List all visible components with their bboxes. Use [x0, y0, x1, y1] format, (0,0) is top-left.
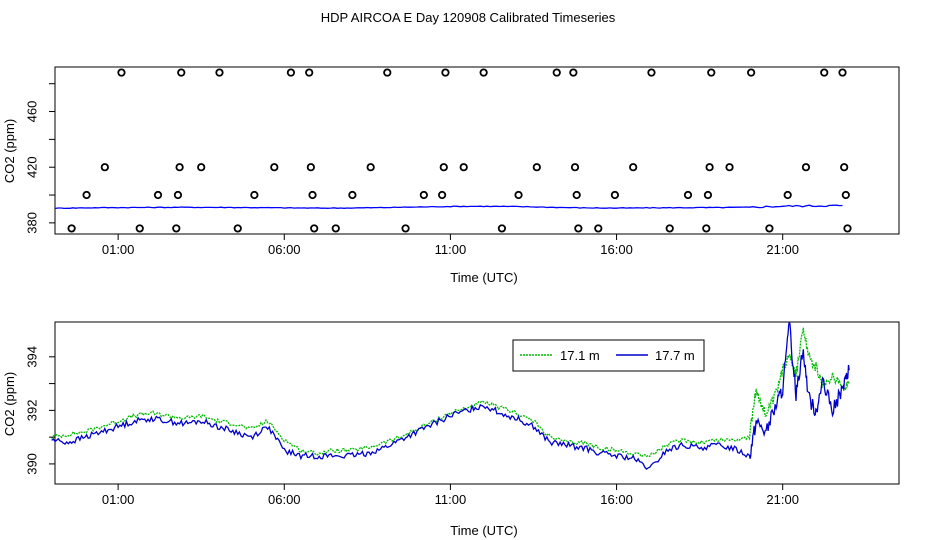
calibration-point: [233, 224, 242, 233]
calibration-point: [401, 224, 410, 233]
calibration-point: [366, 163, 375, 172]
calibration-point: [250, 190, 259, 200]
calibration-point: [703, 190, 713, 200]
top-x-axis-label: Time (UTC): [450, 270, 517, 285]
calibration-point: [348, 190, 357, 200]
bottom-x-axis: 01:00 06:00 11:00 16:00 21:00: [102, 484, 799, 507]
calibration-point: [286, 68, 296, 77]
calibration-point: [305, 68, 314, 77]
calibration-point: [497, 224, 507, 233]
calibration-point: [647, 68, 656, 77]
x-tick-label: 21:00: [766, 242, 799, 257]
y-tick-label: 380: [24, 212, 39, 234]
x-tick-label: 01:00: [102, 242, 135, 257]
calibration-point: [725, 163, 734, 172]
top-y-axis: 380 420 460: [24, 83, 55, 234]
y-tick-label: 460: [24, 101, 39, 123]
calibration-point: [783, 190, 792, 200]
x-tick-label: 06:00: [268, 492, 301, 507]
bottom-plot-frame: [54, 321, 900, 485]
calibration-point: [175, 163, 184, 172]
top-plot-frame: [54, 66, 900, 235]
y-tick-label: 392: [24, 400, 39, 422]
top-plot-marks: [54, 68, 852, 233]
co2-series-line-17-7m: [51, 321, 850, 470]
calibration-point: [594, 224, 603, 233]
x-tick-label: 11:00: [435, 242, 467, 257]
calibration-point: [173, 190, 183, 200]
calibration-point: [270, 163, 279, 172]
calibration-point: [172, 224, 181, 233]
calibration-point: [801, 163, 811, 172]
bottom-y-axis-label: CO2 (ppm): [2, 372, 17, 436]
calibration-point: [153, 190, 163, 200]
legend-label-17-7m: 17.7 m: [655, 348, 695, 363]
calibration-point: [574, 224, 583, 233]
calibration-point: [197, 163, 206, 172]
calibration-point: [479, 68, 488, 77]
calibration-point: [552, 68, 561, 77]
co2-series-line: [54, 204, 843, 210]
calibration-point: [215, 68, 224, 77]
calibration-point: [570, 163, 580, 172]
x-tick-label: 16:00: [600, 492, 633, 507]
calibration-point: [705, 163, 714, 172]
legend-label-17-1m: 17.1 m: [560, 348, 600, 363]
x-tick-label: 06:00: [268, 242, 301, 257]
calibration-point: [747, 68, 756, 77]
calibration-point: [702, 224, 711, 233]
calibration-point: [629, 163, 638, 172]
calibration-point: [177, 68, 186, 77]
top-panel: 01:00 06:00 11:00 16:00 21:00 380 420 460 Time…: [2, 66, 900, 285]
calibration-point: [569, 68, 578, 77]
bottom-y-axis: 390 392 394: [24, 346, 55, 475]
calibration-point: [438, 190, 447, 200]
x-tick-label: 11:00: [435, 492, 467, 507]
calibration-point: [838, 68, 847, 77]
calibration-point: [82, 190, 91, 200]
calibration-point: [840, 163, 849, 172]
calibration-point: [683, 190, 693, 200]
calibration-point: [135, 224, 144, 233]
calibration-point: [310, 224, 319, 233]
figure-title: HDP AIRCOA E Day 120908 Calibrated Times…: [321, 10, 616, 25]
calibration-point: [100, 163, 109, 172]
top-y-axis-label: CO2 (ppm): [2, 119, 17, 183]
x-tick-label: 01:00: [102, 492, 135, 507]
calibration-point: [117, 68, 126, 77]
x-tick-label: 21:00: [766, 492, 799, 507]
calibration-point: [841, 190, 850, 200]
y-tick-label: 394: [24, 346, 39, 368]
co2-series-line-17-1m: [51, 327, 850, 458]
calibration-point: [610, 190, 619, 200]
calibration-point: [532, 163, 541, 172]
bottom-plot-marks: [51, 321, 850, 470]
calibration-point: [572, 190, 581, 200]
calibration-point: [419, 190, 428, 200]
y-tick-label: 390: [24, 453, 39, 475]
x-tick-label: 16:00: [600, 242, 633, 257]
bottom-panel: 01:00 06:00 11:00 16:00 21:00 390 392 394 Time…: [2, 321, 900, 538]
bottom-x-axis-label: Time (UTC): [450, 523, 517, 538]
calibration-point: [441, 68, 450, 77]
calibration-point: [820, 68, 829, 77]
calibration-point: [67, 224, 76, 233]
y-tick-label: 420: [24, 156, 39, 178]
calibration-point: [439, 163, 448, 172]
calibration-point: [843, 224, 852, 233]
calibration-point: [383, 68, 392, 77]
calibration-point: [308, 190, 317, 200]
calibration-point: [306, 163, 315, 172]
calibration-point: [459, 163, 468, 172]
calibration-point: [514, 190, 523, 200]
calibration-point: [665, 224, 674, 233]
calibration-point: [765, 224, 774, 233]
top-x-axis: 01:00 06:00 11:00 16:00 21:00: [102, 234, 799, 257]
calibration-point: [331, 224, 340, 233]
calibration-point: [707, 68, 716, 77]
legend: 17.1 m 17.7 m: [512, 339, 705, 372]
